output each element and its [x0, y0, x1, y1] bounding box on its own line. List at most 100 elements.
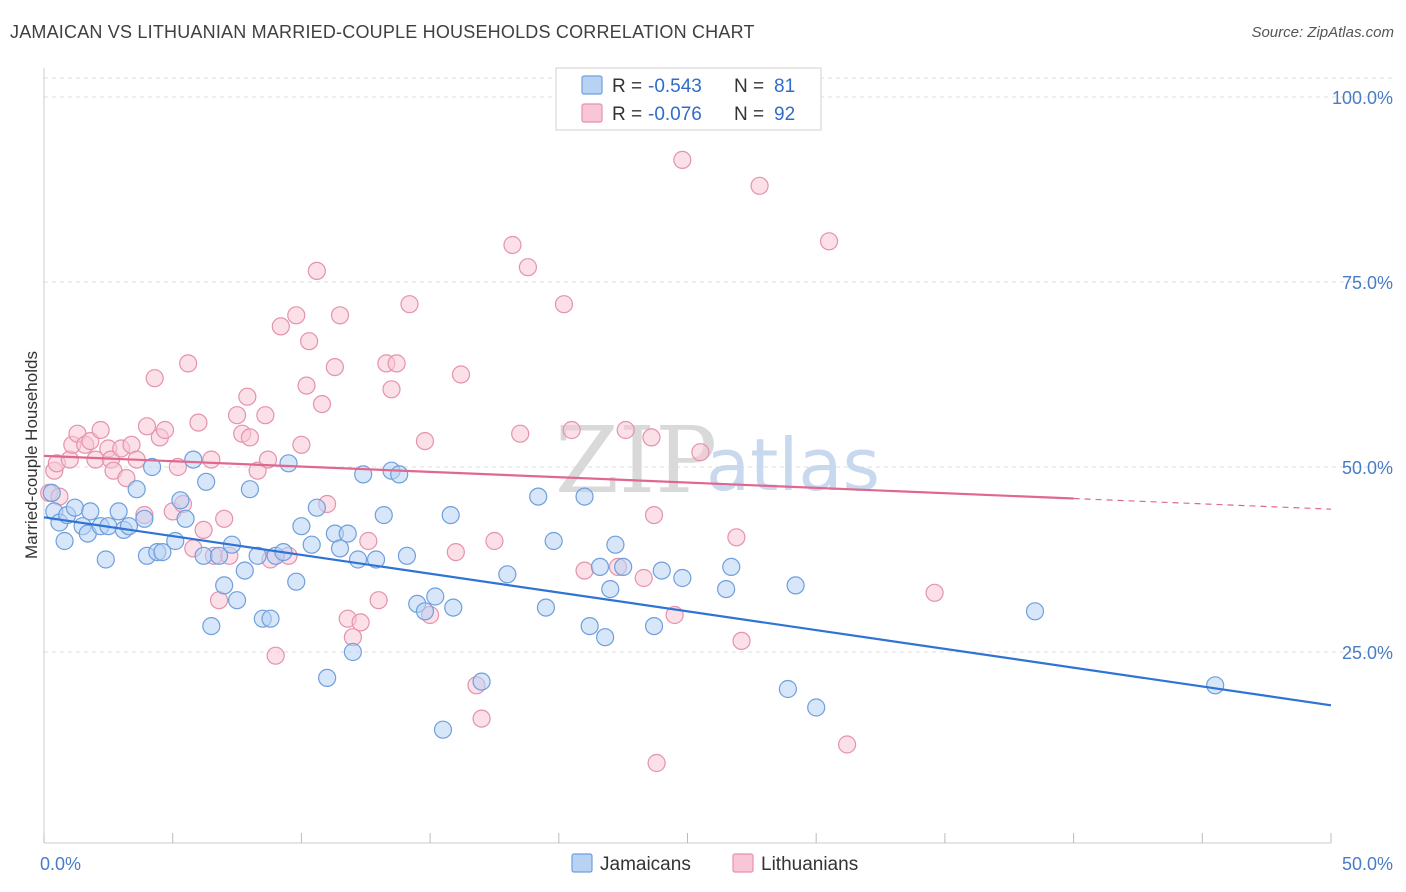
jamaican-point: [614, 557, 633, 577]
source-label: Source: ZipAtlas.com: [1251, 24, 1394, 41]
jamaican-point: [197, 472, 216, 491]
lithuanian-point: [292, 435, 311, 454]
jamaican-point: [717, 579, 736, 599]
jamaican-point: [318, 668, 337, 688]
jamaican-point: [644, 616, 664, 636]
jamaican-points: [42, 450, 1225, 739]
legend-n-label-jamaicans: N =: [734, 76, 769, 97]
jamaican-point: [235, 561, 254, 580]
lithuanian-point: [642, 428, 661, 447]
jamaican-point: [374, 505, 393, 525]
lithuanian-point: [400, 295, 419, 314]
watermark-atlas: atlas: [706, 423, 880, 507]
legend-swatch-lithuanians: [581, 103, 603, 123]
jamaican-point: [261, 609, 280, 628]
jamaican-point: [55, 531, 74, 551]
lithuanian-point: [837, 735, 857, 754]
jamaican-point: [722, 557, 741, 577]
jamaican-point: [807, 698, 826, 717]
jamaican-point: [786, 576, 805, 595]
lithuanian-point: [727, 528, 746, 547]
lithuanian-point: [750, 176, 769, 195]
lithuanian-point: [202, 450, 221, 469]
stats-legend: R = -0.543 N = 81 R = -0.076 N = 92: [555, 67, 822, 131]
lithuanian-point: [732, 631, 751, 651]
bottom-legend-swatch-lithuanians: [732, 853, 754, 873]
lithuanian-point: [369, 591, 388, 610]
lithuanian-point: [925, 583, 944, 602]
y-tick-label: 50.0%: [1342, 458, 1393, 478]
lithuanian-point: [297, 376, 316, 395]
lithuanian-point: [451, 365, 471, 384]
jamaican-point: [673, 568, 692, 588]
jamaican-point: [184, 450, 203, 469]
jamaican-point: [652, 561, 671, 580]
jamaican-point: [171, 491, 190, 510]
lithuanian-point: [137, 417, 157, 436]
legend-r-value-jamaicans: -0.543: [648, 76, 702, 97]
jamaican-point: [202, 616, 221, 636]
legend-n-value-lithuanians: 92: [774, 104, 795, 125]
jamaican-point: [529, 487, 548, 506]
jamaican-point: [601, 579, 620, 599]
lithuanian-point: [238, 387, 257, 406]
lithuanian-point: [145, 369, 164, 388]
legend-swatch-jamaicans: [581, 75, 603, 95]
jamaican-point: [596, 628, 615, 647]
lithuanian-point: [266, 646, 285, 665]
y-axis-label: Married-couple Households: [22, 351, 41, 559]
jamaican-point: [176, 509, 195, 528]
x-tick-label-min: 0.0%: [40, 854, 81, 874]
lithuanian-point: [644, 505, 664, 525]
jamaican-point: [127, 480, 146, 499]
lithuanian-point: [155, 420, 175, 440]
lithuanian-point: [415, 432, 435, 451]
jamaican-point: [302, 535, 321, 554]
lithuanian-point: [189, 413, 208, 432]
lithuanian-point: [562, 420, 581, 440]
jamaican-point: [42, 483, 61, 502]
jamaican-point: [81, 502, 100, 521]
jamaican-point: [426, 587, 445, 606]
jamaican-point: [279, 454, 298, 473]
legend-n-label-lithuanians: N =: [734, 104, 769, 125]
bottom-legend-swatch-jamaicans: [571, 853, 593, 873]
lithuanian-point: [307, 261, 326, 280]
lithuanian-point: [382, 380, 401, 399]
lithuanian-point: [227, 406, 247, 425]
bottom-legend-label-lithuanians: Lithuanians: [761, 854, 858, 875]
lithuanian-point: [81, 432, 100, 451]
lithuanian-point: [91, 420, 110, 440]
jamaican-point: [590, 557, 610, 577]
lithuanian-point: [256, 406, 275, 425]
jamaican-point: [1206, 676, 1225, 695]
jamaican-point: [209, 546, 229, 565]
lithuanian-point: [673, 150, 692, 169]
jamaican-point: [153, 542, 172, 562]
lithuanian-point: [287, 306, 306, 325]
jamaican-point: [227, 591, 247, 610]
jamaican-point: [433, 720, 453, 739]
lithuanian-point: [446, 542, 465, 562]
jamaican-point: [415, 602, 435, 621]
lithuanian-point: [179, 354, 198, 373]
jamaican-point: [606, 535, 625, 554]
jamaican-point: [390, 465, 409, 484]
jamaican-point: [338, 524, 357, 543]
lithuanian-point: [330, 306, 350, 325]
x-ticks: [43, 833, 1332, 843]
jamaican-trend-line: [43, 516, 1332, 707]
jamaican-point: [307, 498, 326, 517]
y-tick-labels: 25.0% 50.0% 75.0% 100.0%: [1332, 88, 1393, 663]
trend-lines: [43, 454, 1332, 707]
lithuanian-point: [691, 443, 710, 462]
lithuanian-point: [575, 561, 594, 580]
lithuanian-point: [503, 235, 522, 255]
jamaican-point: [135, 509, 154, 528]
jamaican-point: [343, 642, 362, 662]
jamaican-point: [287, 572, 306, 591]
lithuanian-point: [485, 531, 504, 551]
lithuanian-point: [215, 509, 234, 528]
jamaican-point: [96, 550, 115, 569]
